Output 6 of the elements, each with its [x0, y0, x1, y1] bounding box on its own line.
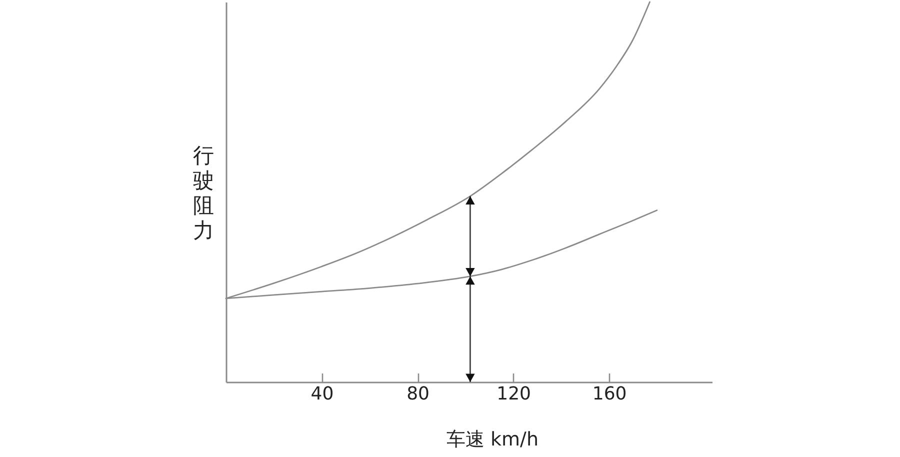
- x-tick-label: 80: [406, 384, 430, 404]
- x-tick-label: 120: [496, 384, 531, 404]
- x-tick-label: 160: [592, 384, 627, 404]
- y-axis-title: 行驶阻力: [193, 144, 214, 242]
- x-tick-label: 40: [310, 384, 334, 404]
- x-axis-title: 车速 km/h: [446, 428, 538, 450]
